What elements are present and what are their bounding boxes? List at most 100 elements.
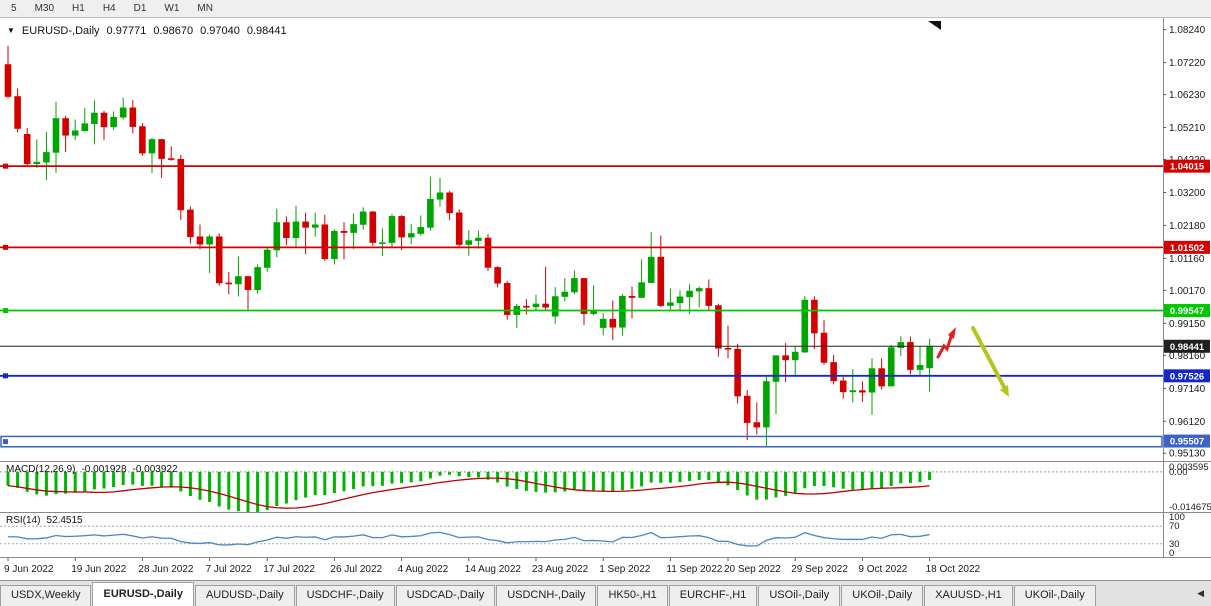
macd-histogram-bar: [217, 471, 221, 507]
macd-histogram-bar: [419, 471, 423, 482]
candle-body: [811, 299, 818, 334]
candle-body: [551, 296, 559, 317]
candle-body: [772, 355, 780, 382]
time-tick-label: 9 Oct 2022: [858, 564, 907, 575]
rsi-axis-label: 30: [1169, 539, 1180, 550]
candle-body: [369, 211, 377, 243]
band-handle[interactable]: [3, 439, 8, 445]
chart-tab-eurusd-daily[interactable]: EURUSD-,Daily: [92, 582, 194, 606]
chart-tab-ukoil-daily[interactable]: UKOil-,Daily: [1013, 585, 1096, 606]
price-tick-label: 0.99150: [1169, 319, 1206, 330]
macd-histogram-bar: [726, 471, 730, 486]
candle-body: [23, 134, 31, 165]
time-tick-label: 28 Jun 2022: [138, 564, 193, 575]
macd-histogram-bar: [256, 471, 260, 512]
macd-histogram-bar: [140, 471, 144, 486]
candle-body: [254, 267, 261, 291]
candle-body: [753, 422, 761, 428]
macd-histogram-bar: [736, 471, 740, 491]
timeframe-button-mn[interactable]: MN: [197, 3, 213, 14]
chart-tab-hk50-h1[interactable]: HK50-,H1: [597, 585, 668, 606]
time-tick-label: 17 Jul 2022: [263, 564, 315, 575]
macd-histogram-bar: [150, 471, 154, 486]
price-tag-label: 1.01502: [1170, 243, 1204, 254]
price-tag: [1164, 369, 1210, 383]
candle-body: [715, 305, 722, 349]
timeframe-button-w1[interactable]: W1: [164, 3, 180, 14]
candle-body: [321, 224, 329, 260]
candle-body: [14, 96, 21, 129]
level-handle[interactable]: [3, 244, 8, 250]
candle-body: [859, 390, 866, 393]
candle-body: [4, 64, 12, 97]
candle-body: [196, 236, 204, 245]
candle-body: [292, 221, 300, 239]
chart-tab-ukoil-daily[interactable]: UKOil-,Daily: [841, 585, 924, 606]
macd-histogram-bar: [572, 471, 576, 490]
candle-body: [235, 276, 242, 285]
chart-tab-usdcad-daily[interactable]: USDCAD-,Daily: [395, 585, 496, 606]
candle-body: [695, 288, 703, 292]
timeframe-button-5[interactable]: 5: [11, 3, 17, 14]
level-handle[interactable]: [3, 373, 8, 379]
macd-histogram-bar: [323, 471, 327, 496]
candle-body: [465, 240, 473, 245]
macd-histogram-bar: [448, 471, 452, 475]
candle-body: [158, 139, 165, 159]
candle-body: [407, 233, 415, 238]
macd-histogram-bar: [860, 471, 864, 491]
level-handle[interactable]: [3, 163, 8, 169]
timeframe-button-h1[interactable]: H1: [72, 3, 85, 14]
candle-body: [849, 390, 857, 393]
tab-scroll-left-icon[interactable]: ◀: [1197, 588, 1204, 598]
price-axis[interactable]: [1163, 18, 1211, 558]
support-band-0.95507[interactable]: [0, 435, 1163, 448]
macd-axis-label: -0.014675: [1169, 502, 1211, 513]
macd-histogram-bar: [784, 471, 788, 496]
candle-body: [263, 249, 271, 268]
level-handle[interactable]: [3, 308, 8, 314]
price-tag: [1164, 434, 1210, 448]
chart-tab-audusd-daily[interactable]: AUDUSD-,Daily: [194, 585, 295, 606]
chart-tab-usdx-weekly[interactable]: USDX,Weekly: [0, 585, 92, 606]
chart-tab-usdchf-daily[interactable]: USDCHF-,Daily: [295, 585, 395, 606]
macd-histogram-bar: [928, 471, 932, 481]
timeframe-button-d1[interactable]: D1: [133, 3, 147, 14]
macd-histogram-bar: [73, 471, 77, 493]
chart-tab-usoil-daily[interactable]: USOil-,Daily: [758, 585, 841, 606]
time-tick-label: 26 Jul 2022: [330, 564, 382, 575]
price-tick-label: 1.05210: [1169, 123, 1206, 134]
price-tick-label: 1.08240: [1169, 25, 1206, 36]
chart-tab-xauusd-h1[interactable]: XAUUSD-,H1: [924, 585, 1013, 606]
yellow-green-down-arrow-head[interactable]: [1000, 385, 1009, 397]
candle-body: [926, 345, 933, 369]
candle-body: [532, 303, 540, 308]
candle-body: [571, 278, 578, 293]
time-tick-label: 11 Sep 2022: [666, 564, 722, 575]
candle-body: [244, 276, 252, 291]
macd-histogram-bar: [764, 471, 768, 500]
macd-histogram-bar: [841, 471, 845, 489]
candle-body: [657, 256, 665, 306]
macd-histogram-bar: [313, 471, 317, 496]
red-up-arrow[interactable]: [936, 332, 954, 359]
candle-body: [503, 282, 511, 315]
macd-histogram-bar: [668, 471, 672, 483]
timeframe-button-m30[interactable]: M30: [34, 3, 55, 14]
macd-histogram-bar: [870, 471, 874, 489]
candle-body: [801, 299, 809, 353]
price-chart-canvas[interactable]: 1.082401.072201.062301.052101.042201.032…: [0, 18, 1211, 580]
yellow-green-down-arrow[interactable]: [971, 326, 1006, 389]
time-tick-label: 20 Sep 2022: [724, 564, 781, 575]
time-tick-label: 19 Jun 2022: [71, 564, 126, 575]
chart-tab-usdcnh-daily[interactable]: USDCNH-,Daily: [496, 585, 597, 606]
red-up-arrow-head[interactable]: [948, 327, 956, 339]
candle-body: [743, 395, 751, 423]
timeframe-button-h4[interactable]: H4: [102, 3, 116, 14]
chart-area[interactable]: 1.082401.072201.062301.052101.042201.032…: [0, 18, 1211, 580]
candle-body: [763, 381, 770, 428]
time-axis[interactable]: [0, 558, 1211, 580]
chart-tab-eurchf-h1[interactable]: EURCHF-,H1: [668, 585, 758, 606]
macd-histogram-bar: [457, 471, 461, 477]
